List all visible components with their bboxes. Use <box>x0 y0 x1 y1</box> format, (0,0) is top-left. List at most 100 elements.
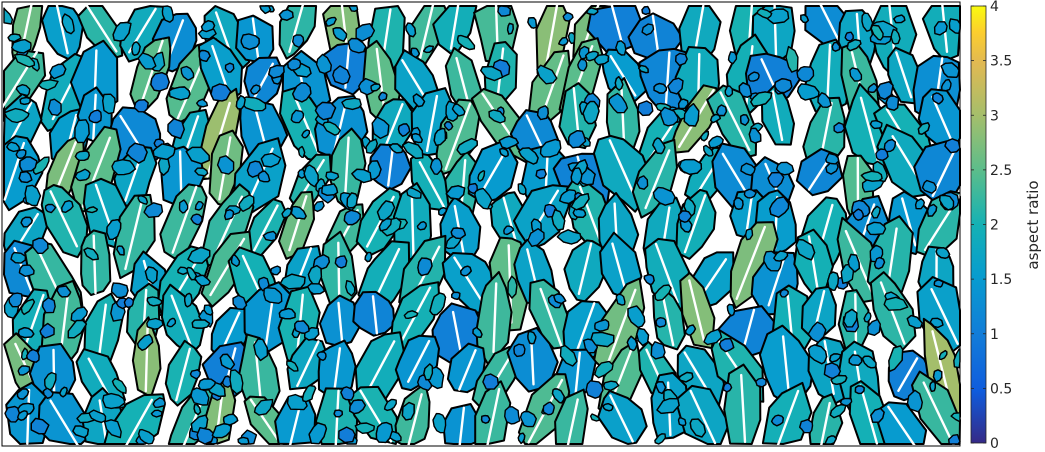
grain <box>167 118 185 140</box>
grain <box>456 34 476 51</box>
grain <box>518 147 539 165</box>
grain <box>263 287 283 304</box>
grain-axis-line <box>124 197 144 271</box>
grain <box>829 353 842 363</box>
grain-axis-line <box>332 347 342 395</box>
grain-axis-line <box>170 294 193 348</box>
grain <box>683 102 700 127</box>
grain <box>700 130 710 142</box>
grain <box>325 16 337 27</box>
grain <box>775 161 795 176</box>
grain <box>870 407 885 423</box>
grain <box>443 121 454 131</box>
grain <box>216 155 235 175</box>
grain <box>852 208 864 221</box>
grain <box>830 374 848 385</box>
grain-axis-line <box>608 139 637 200</box>
grain <box>338 426 356 444</box>
grain <box>785 45 799 73</box>
grain <box>61 13 75 35</box>
grain-axis-line <box>781 335 791 398</box>
grain <box>848 354 863 366</box>
grain <box>756 7 773 20</box>
grain <box>85 206 99 214</box>
grain <box>480 414 491 424</box>
grain <box>567 32 576 45</box>
grain <box>17 410 29 421</box>
grain-axis-line <box>458 349 477 391</box>
grain-axis-line <box>606 288 637 365</box>
grain <box>194 200 205 211</box>
colorbar-tick-label: 0 <box>990 436 999 452</box>
grain <box>74 119 90 144</box>
grain <box>30 417 50 435</box>
grain <box>332 27 348 42</box>
grain <box>869 119 883 130</box>
grain <box>861 12 874 32</box>
grain <box>570 167 583 186</box>
grain <box>88 109 102 124</box>
grain <box>603 380 620 391</box>
grain <box>761 381 813 445</box>
grain <box>938 349 948 361</box>
grain <box>56 285 72 298</box>
grain <box>708 135 724 149</box>
grain <box>774 78 793 94</box>
grain <box>219 353 236 371</box>
colorbar-label: aspect ratio <box>1024 180 1042 269</box>
grain <box>948 434 961 445</box>
grain <box>643 274 655 286</box>
grain <box>178 199 189 214</box>
grain-axis-line <box>719 91 751 152</box>
grain <box>551 209 566 231</box>
grain <box>870 24 884 41</box>
grain <box>190 213 203 226</box>
grain <box>875 148 889 162</box>
grain-axis-line <box>609 394 634 443</box>
grain <box>116 245 125 256</box>
grain <box>314 101 337 121</box>
grain-axis-line <box>530 335 535 386</box>
grain <box>303 164 319 188</box>
grain <box>102 392 126 410</box>
grain-axis-line <box>407 339 431 383</box>
grain <box>652 186 676 206</box>
grain <box>347 37 367 54</box>
grain-axis-line <box>171 185 198 254</box>
grain <box>42 387 54 399</box>
grain <box>18 170 33 184</box>
colorbar-tick-label: 1 <box>990 327 999 343</box>
grain <box>15 148 27 160</box>
grain <box>641 5 651 16</box>
grain <box>654 433 667 445</box>
grain <box>278 8 294 21</box>
grain <box>773 250 789 262</box>
grain-axis-line <box>337 241 341 306</box>
grain <box>429 292 447 316</box>
grain-axis-line <box>343 136 350 203</box>
grain <box>861 355 877 369</box>
grain-axis-line <box>55 2 69 55</box>
grain <box>667 77 684 95</box>
grain <box>185 146 210 165</box>
grain <box>551 388 565 404</box>
grain <box>235 94 246 110</box>
grain <box>203 304 214 316</box>
grain <box>321 183 339 197</box>
grain <box>653 82 668 94</box>
grain <box>143 202 164 219</box>
grain <box>716 104 728 117</box>
grain <box>844 31 854 42</box>
grain <box>678 158 703 176</box>
grain <box>405 22 417 38</box>
grain-map <box>1 1 961 447</box>
grain <box>17 365 31 376</box>
grain <box>3 107 30 124</box>
grain <box>287 58 302 71</box>
grain <box>375 421 393 444</box>
grain <box>769 196 790 218</box>
grain <box>740 162 756 177</box>
grain <box>562 11 574 22</box>
grain <box>438 206 448 217</box>
grain <box>345 280 356 297</box>
